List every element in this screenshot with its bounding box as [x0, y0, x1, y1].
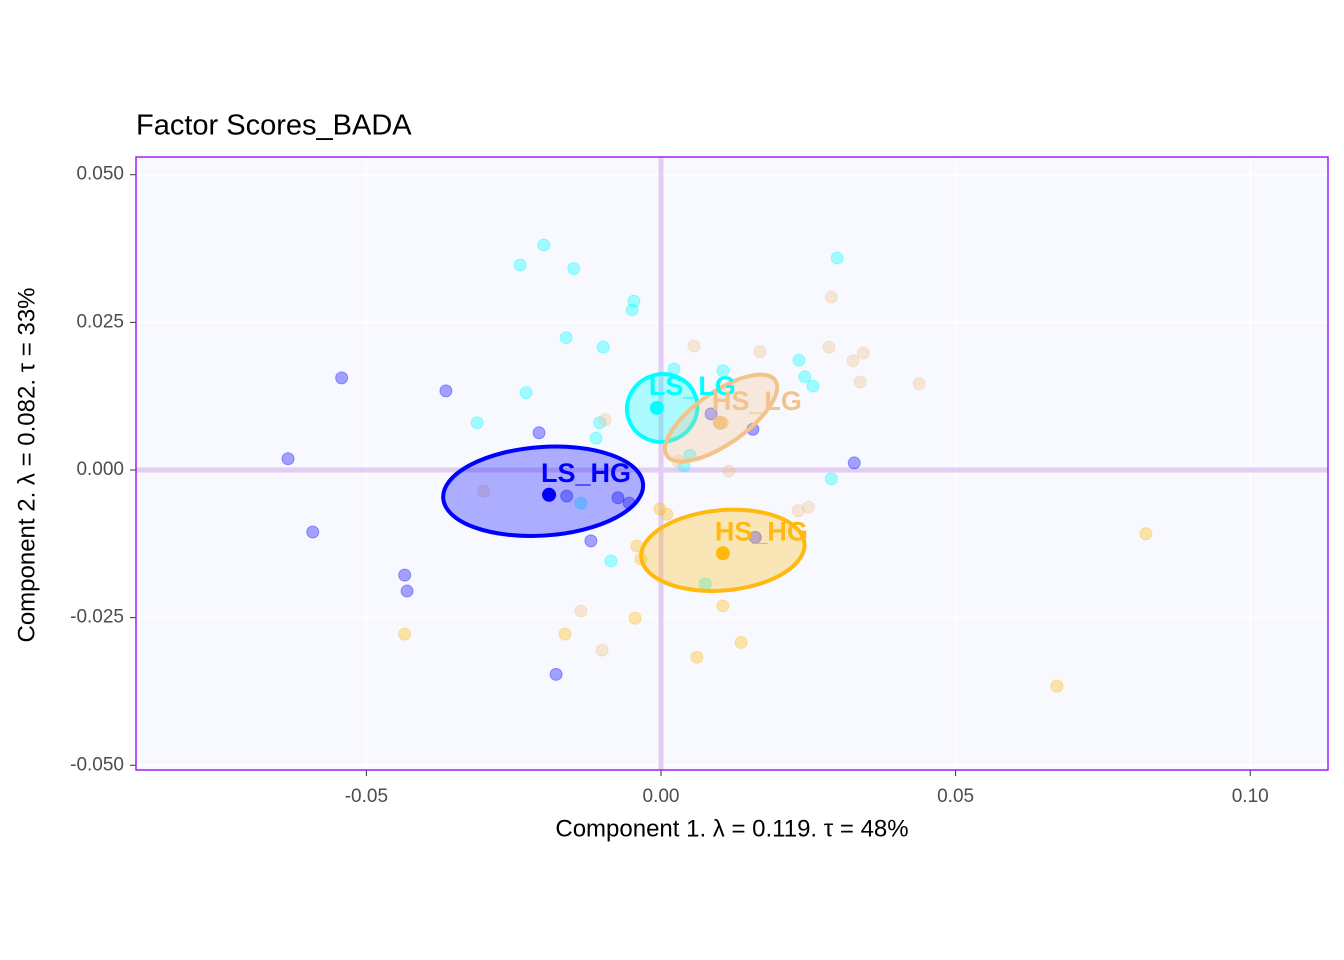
point — [558, 627, 572, 641]
x-axis-title: Component 1. λ = 0.119. τ = 48% — [555, 815, 908, 842]
point — [400, 584, 414, 598]
point — [748, 530, 762, 544]
point — [513, 258, 527, 272]
point — [589, 431, 603, 445]
y-tick-label: -0.050 — [70, 754, 124, 775]
point — [281, 452, 295, 466]
point — [595, 643, 609, 657]
point — [335, 371, 349, 385]
point — [470, 416, 484, 430]
point — [477, 484, 491, 498]
chart-title: Factor Scores_BADA — [136, 110, 412, 142]
point — [574, 496, 588, 510]
y-tick-label: 0.025 — [76, 311, 124, 332]
point — [537, 238, 551, 252]
point — [853, 375, 867, 389]
y-axis-title: Component 2. λ = 0.082. τ = 33% — [13, 287, 40, 642]
point — [824, 472, 838, 486]
point — [627, 294, 641, 308]
point — [690, 650, 704, 664]
x-tick-label: 0.10 — [1232, 786, 1269, 807]
point — [398, 627, 412, 641]
point — [559, 331, 573, 345]
x-tick-label: -0.05 — [345, 786, 388, 807]
point — [734, 635, 748, 649]
point — [753, 345, 767, 359]
group-mean — [649, 400, 664, 415]
point — [560, 489, 574, 503]
point — [716, 364, 730, 378]
point — [830, 251, 844, 265]
point — [806, 379, 820, 393]
point — [660, 507, 674, 521]
point — [439, 384, 453, 398]
point — [716, 599, 730, 613]
point — [306, 525, 320, 539]
group-mean — [715, 546, 730, 561]
point — [912, 377, 926, 391]
point — [593, 416, 607, 430]
point — [704, 407, 718, 421]
point — [625, 303, 639, 317]
point — [653, 502, 667, 516]
group-mean — [712, 415, 727, 430]
point — [611, 491, 625, 505]
group-label: HS_HG — [715, 516, 808, 546]
point — [398, 568, 412, 582]
group-label: LS_LG — [649, 371, 736, 401]
group-label: HS_LG — [712, 386, 802, 416]
point — [596, 340, 610, 354]
point — [824, 290, 838, 304]
point — [628, 611, 642, 625]
point — [791, 504, 805, 518]
y-tick-label: 0.000 — [76, 459, 124, 480]
point — [1050, 679, 1064, 693]
point — [847, 456, 861, 470]
point — [584, 534, 598, 548]
point — [604, 554, 618, 568]
point — [687, 339, 701, 353]
point — [792, 353, 806, 367]
point — [798, 370, 812, 384]
group-label: LS_HG — [541, 458, 631, 488]
x-tick-label: 0.00 — [643, 786, 680, 807]
point — [519, 386, 533, 400]
y-tick-label: 0.050 — [76, 164, 124, 185]
x-tick-label: 0.05 — [937, 786, 974, 807]
point — [722, 464, 736, 478]
point — [598, 413, 612, 427]
point — [567, 262, 581, 276]
y-tick-label: -0.025 — [70, 607, 124, 628]
point — [846, 354, 860, 368]
plot-panel — [136, 157, 1328, 770]
point — [532, 426, 546, 440]
point — [801, 500, 815, 514]
point — [822, 340, 836, 354]
point — [1139, 527, 1153, 541]
point — [856, 346, 870, 360]
plot-border — [135, 156, 1329, 771]
group-mean — [542, 487, 557, 502]
point — [574, 604, 588, 618]
point — [549, 667, 563, 681]
